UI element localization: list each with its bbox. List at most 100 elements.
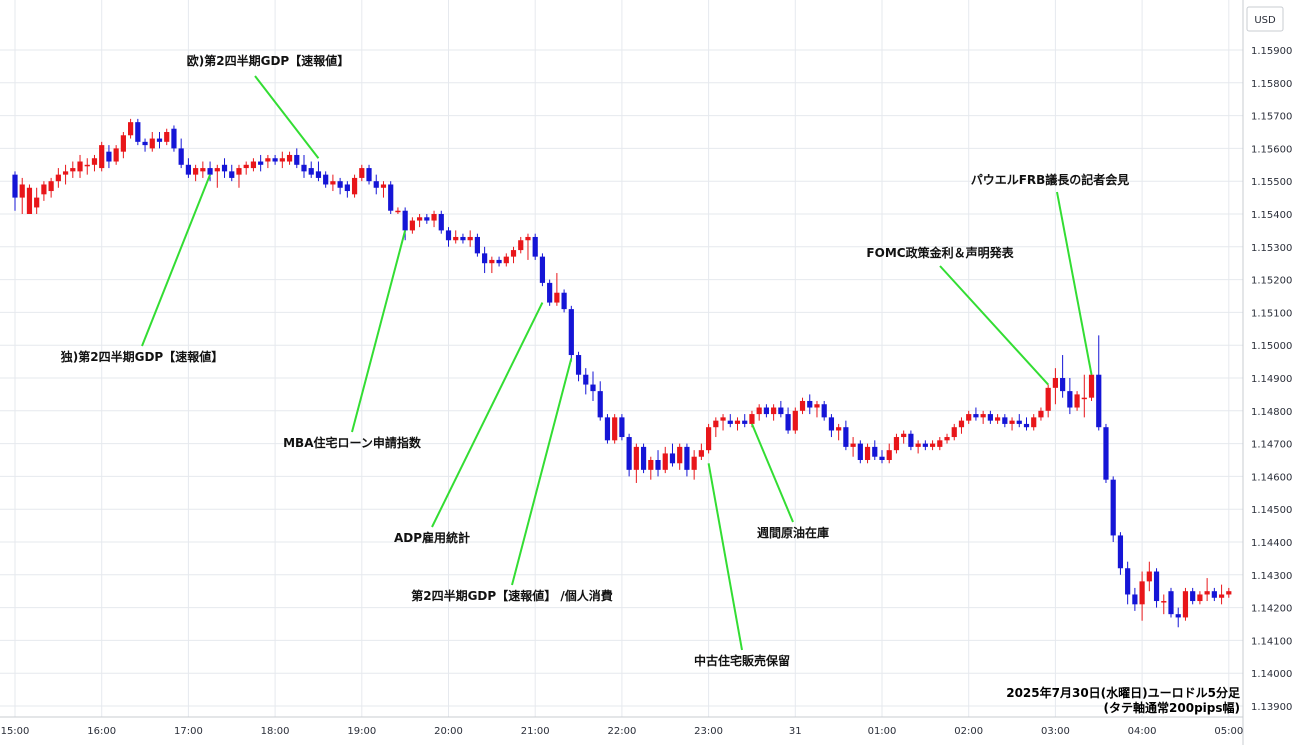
candle-down	[727, 414, 733, 428]
candle-body	[547, 282, 553, 303]
candle-up	[510, 246, 517, 264]
candle-body	[1182, 591, 1189, 618]
candle-down	[778, 400, 784, 418]
candle-body	[850, 443, 856, 447]
candle-up	[893, 433, 900, 454]
x-tick-label: 18:00	[261, 726, 290, 737]
candle-body	[193, 168, 199, 175]
candle-body	[1088, 374, 1095, 398]
candle-up	[55, 168, 61, 188]
candle-body	[518, 240, 524, 251]
candle-down	[106, 145, 112, 169]
candle-down	[604, 414, 611, 444]
candle-body	[12, 174, 18, 198]
candle-down	[258, 154, 264, 172]
candle-body	[915, 443, 921, 447]
candle-body	[669, 453, 676, 464]
candle-up	[395, 207, 401, 214]
candle-down	[821, 400, 827, 421]
candle-body	[619, 417, 625, 438]
candle-down	[12, 171, 18, 211]
x-tick-label: 22:00	[607, 726, 636, 737]
event-annotation: パウエルFRB議長の記者会見	[971, 172, 1129, 375]
candle-body	[294, 154, 300, 165]
candle-down	[438, 210, 444, 234]
candle-body	[91, 158, 98, 165]
candle-up	[286, 151, 293, 165]
x-tick-label: 23:00	[694, 726, 723, 737]
candle-body	[821, 404, 827, 418]
candle-body	[1168, 591, 1174, 615]
candle-down	[424, 214, 430, 224]
candle-body	[1117, 535, 1124, 569]
candle-down	[1175, 607, 1181, 628]
candle-body	[482, 253, 488, 264]
candle-up	[958, 417, 965, 434]
candle-body	[70, 168, 76, 172]
candle-down	[568, 305, 574, 362]
candle-body	[453, 236, 459, 241]
candle-body	[402, 210, 408, 231]
candle-up	[1226, 587, 1232, 598]
candle-up	[243, 161, 249, 175]
candle-up	[1139, 571, 1145, 621]
annotation-layer: 欧)第2四半期GDP【速報値】独)第2四半期GDP【速報値】 MBA住宅ローン申請…	[60, 53, 1130, 668]
event-annotation: 中古住宅販売保留	[694, 463, 790, 668]
candle-body	[1103, 427, 1109, 480]
candle-body	[1096, 374, 1102, 428]
candle-body	[1204, 591, 1210, 595]
candle-body	[698, 450, 704, 457]
candle-body	[1132, 594, 1138, 605]
candle-down	[1060, 355, 1066, 398]
annotation-pointer-line	[1056, 191, 1093, 375]
candle-body	[568, 309, 574, 356]
candle-body	[431, 214, 437, 221]
y-tick-label: 1.15300	[1251, 243, 1292, 254]
candle-down	[843, 420, 849, 451]
candle-up	[1074, 391, 1080, 411]
y-tick-label: 1.15200	[1251, 276, 1292, 287]
candle-body	[279, 158, 285, 162]
candle-body	[272, 158, 278, 162]
candle-body	[1146, 571, 1152, 582]
candle-down	[655, 450, 661, 477]
candle-body	[1023, 423, 1030, 428]
annotation-label: 欧)第2四半期GDP【速報値】	[187, 53, 349, 68]
candle-down	[1117, 532, 1124, 575]
candle-down	[532, 233, 538, 260]
candle-down	[987, 410, 993, 424]
candle-body	[330, 181, 336, 185]
grid-layer	[0, 0, 1243, 717]
candle-down	[807, 394, 813, 415]
candle-body	[1175, 614, 1181, 618]
candle-body	[713, 420, 719, 428]
candle-down	[460, 233, 466, 244]
candle-down	[272, 154, 278, 165]
candle-body	[164, 132, 170, 142]
candle-body	[286, 154, 293, 162]
candle-up	[236, 164, 242, 188]
candle-body	[720, 417, 726, 421]
candle-down	[185, 158, 191, 178]
candle-up	[799, 397, 806, 415]
candle-body	[763, 407, 769, 415]
candle-body	[612, 417, 618, 441]
candle-up	[467, 230, 473, 247]
candle-up	[1088, 371, 1095, 401]
chart-caption-line: 2025年7月30日(水曜日)ユーロドル5分足	[1006, 685, 1240, 700]
candle-body	[814, 404, 820, 408]
candle-up	[41, 181, 47, 201]
candle-body	[648, 460, 654, 470]
candle-body	[366, 168, 372, 182]
candle-body	[756, 407, 762, 415]
candle-layer	[12, 118, 1232, 628]
candle-down	[1016, 414, 1022, 428]
candle-body	[221, 164, 228, 172]
candle-up	[351, 174, 358, 198]
y-tick-label: 1.14500	[1251, 505, 1292, 516]
candle-body	[554, 292, 560, 303]
y-tick-label: 1.15800	[1251, 79, 1292, 90]
candle-down	[539, 253, 546, 287]
currency-badge[interactable]	[1246, 6, 1284, 32]
